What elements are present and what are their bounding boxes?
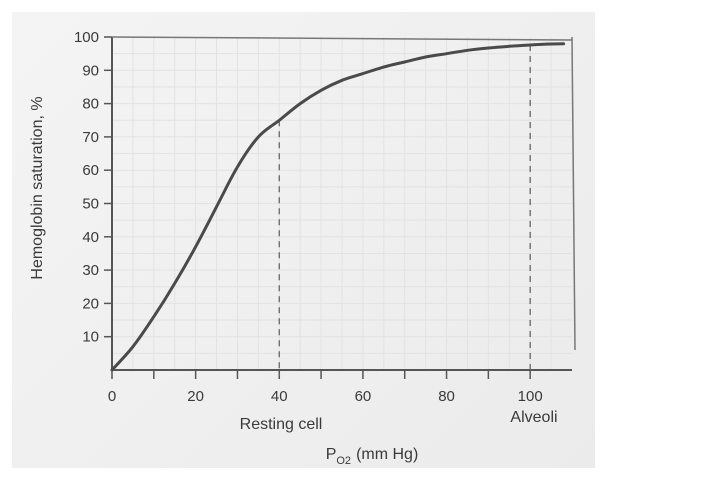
- y-tick-label: 40: [82, 229, 99, 246]
- grid: [112, 37, 572, 370]
- y-axis-ticks: 10 20 30 40 50 60 70 80 90 100: [74, 29, 112, 346]
- x-tick-label: 60: [355, 388, 372, 405]
- x-axis-label: PO2 (mm Hg): [326, 446, 419, 467]
- y-axis-label: Hemoglobin saturation, %: [29, 96, 46, 279]
- y-tick-label: 60: [82, 162, 99, 179]
- x-tick-label: 40: [271, 388, 288, 405]
- y-tick-label: 100: [74, 29, 99, 46]
- top-border-line: [111, 36, 573, 41]
- reference-lines: [278, 44, 531, 376]
- y-tick-label: 70: [82, 129, 99, 146]
- y-tick-label: 80: [82, 96, 99, 113]
- y-tick-label: 10: [82, 329, 99, 346]
- y-tick-label: 50: [82, 196, 99, 213]
- y-tick-label: 30: [82, 262, 99, 279]
- x-tick-label: 20: [187, 388, 204, 405]
- y-tick-label: 20: [82, 295, 99, 312]
- x-axis-label-unit: (mm Hg): [356, 446, 418, 463]
- x-axis-label-main: P: [326, 446, 337, 463]
- annotation-alveoli: Alveoli: [510, 409, 557, 426]
- chart-photo-background: [12, 12, 595, 468]
- x-axis-ticks: 0 20 40 60 80 100: [108, 370, 543, 405]
- annotation-resting-cell: Resting cell: [240, 416, 323, 433]
- x-tick-label: 100: [518, 388, 543, 405]
- y-tick-label: 90: [82, 62, 99, 79]
- saturation-curve: [110, 42, 566, 372]
- x-tick-label: 80: [438, 388, 455, 405]
- x-axis-label-subscript: O2: [336, 455, 351, 467]
- x-tick-label: 0: [108, 388, 116, 405]
- right-border-line: [571, 36, 576, 351]
